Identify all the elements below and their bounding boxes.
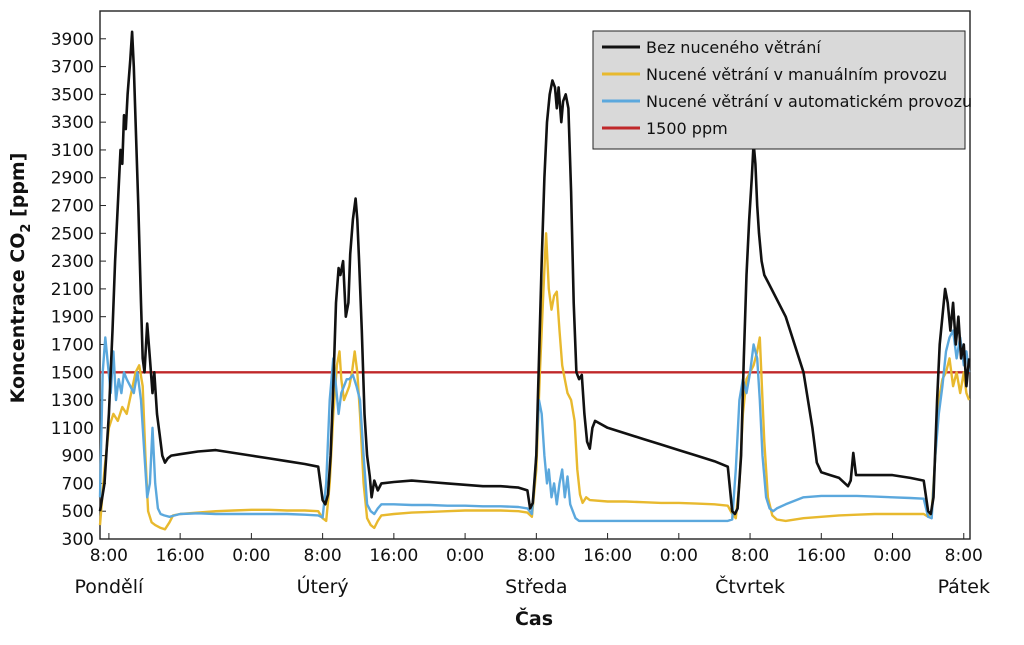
x-tick-label: 8:00 — [731, 546, 769, 566]
x-tick-label: 0:00 — [873, 546, 911, 566]
y-tick-label: 2300 — [51, 252, 94, 272]
x-tick-label: 8:00 — [304, 546, 342, 566]
x-tick-label: 8:00 — [945, 546, 983, 566]
y-tick-label: 2500 — [51, 224, 94, 244]
day-label: Pondělí — [75, 576, 144, 598]
y-tick-label: 3500 — [51, 85, 94, 105]
y-axis-ticks: 300 500 700 900 1100 1300 1500 1700 1900 2100 2300… — [51, 30, 106, 550]
legend-box — [592, 30, 966, 150]
legend-label: Nucené větrání v automatickém provozu — [646, 92, 972, 111]
y-tick-label: 1100 — [51, 419, 94, 439]
y-tick-label: 2100 — [51, 280, 94, 300]
x-tick-label: 16:00 — [797, 546, 846, 566]
y-axis-title: Koncentrace CO2 [ppm] — [7, 153, 34, 404]
y-axis-title-unit: [ppm] — [7, 153, 29, 224]
y-tick-label: 3900 — [51, 30, 94, 50]
day-label: Pátek — [938, 576, 990, 598]
legend-label: Nucené větrání v manuálním provozu — [646, 65, 947, 84]
day-label: Středa — [505, 576, 567, 598]
day-label: Čtvrtek — [715, 574, 785, 598]
y-tick-label: 500 — [62, 502, 94, 522]
plot-frame — [99, 10, 971, 540]
legend-label: 1500 ppm — [646, 119, 728, 138]
legend: Bez nuceného větrání Nucené větrání v man… — [592, 30, 972, 150]
x-axis-ticks: 8:00 16:00 0:00 8:00 16:00 0:00 8:00 16:00 0:00 8… — [75, 533, 990, 598]
y-tick-label: 900 — [62, 447, 94, 467]
x-tick-label: 0:00 — [446, 546, 484, 566]
y-tick-label: 3100 — [51, 141, 94, 161]
x-axis-title: Čas — [515, 606, 553, 630]
series-line-1 — [98, 30, 971, 516]
x-tick-label: 0:00 — [660, 546, 698, 566]
series-line-3 — [98, 329, 971, 523]
y-tick-label: 2900 — [51, 169, 94, 189]
y-tick-label: 1300 — [51, 391, 94, 411]
x-tick-label: 16:00 — [583, 546, 632, 566]
y-tick-label: 1500 — [51, 363, 94, 383]
y-tick-label: 700 — [62, 474, 94, 494]
x-tick-label: 0:00 — [232, 546, 270, 566]
series-layer — [98, 30, 971, 531]
legend-label: Bez nuceného větrání — [646, 38, 821, 57]
day-label: Úterý — [297, 574, 349, 598]
y-tick-label: 1700 — [51, 335, 94, 355]
y-axis-title-main: Koncentrace CO — [7, 233, 29, 404]
y-tick-label: 2700 — [51, 197, 94, 217]
x-tick-label: 16:00 — [369, 546, 418, 566]
y-tick-label: 3700 — [51, 58, 94, 78]
y-tick-label: 1900 — [51, 308, 94, 328]
y-tick-label: 300 — [62, 530, 94, 550]
x-tick-label: 8:00 — [517, 546, 555, 566]
x-tick-label: 8:00 — [90, 546, 128, 566]
y-tick-label: 3300 — [51, 113, 94, 133]
y-axis-title-subscript: 2 — [19, 224, 34, 233]
x-tick-label: 16:00 — [156, 546, 205, 566]
